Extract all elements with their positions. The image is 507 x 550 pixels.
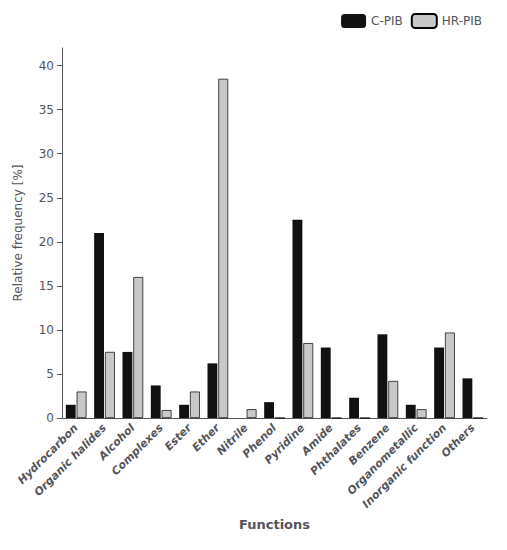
svg-text:Nitrile: Nitrile (214, 421, 251, 458)
svg-text:10: 10 (39, 323, 54, 337)
svg-text:Organometallic: Organometallic (344, 421, 421, 498)
svg-text:HR-PIB: HR-PIB (442, 14, 482, 28)
svg-text:Ether: Ether (189, 421, 223, 455)
svg-text:25: 25 (39, 191, 54, 205)
svg-text:Amide: Amide (299, 421, 336, 459)
svg-text:Pyridine: Pyridine (262, 421, 308, 467)
svg-text:Complexes: Complexes (109, 421, 166, 478)
svg-text:Relative frequency [%]: Relative frequency [%] (11, 165, 25, 302)
svg-text:Others: Others (439, 421, 478, 460)
svg-text:5: 5 (46, 367, 54, 381)
svg-text:Inorganic function: Inorganic function (360, 421, 449, 510)
svg-text:Phthalates: Phthalates (307, 421, 365, 478)
svg-text:30: 30 (39, 147, 54, 161)
svg-text:35: 35 (39, 103, 54, 117)
svg-text:Functions: Functions (239, 517, 310, 532)
svg-text:Benzene: Benzene (345, 421, 393, 468)
svg-text:20: 20 (39, 235, 54, 249)
svg-text:Organic halides: Organic halides (32, 421, 110, 499)
svg-text:C-PIB: C-PIB (371, 14, 403, 28)
svg-text:15: 15 (39, 279, 54, 293)
svg-text:0: 0 (46, 411, 54, 425)
svg-text:Ester: Ester (162, 421, 194, 453)
svg-text:40: 40 (39, 59, 54, 73)
svg-text:Phenol: Phenol (239, 421, 280, 461)
svg-text:Hydrocarbon: Hydrocarbon (15, 421, 81, 487)
svg-text:Alcohol: Alcohol (96, 421, 138, 463)
